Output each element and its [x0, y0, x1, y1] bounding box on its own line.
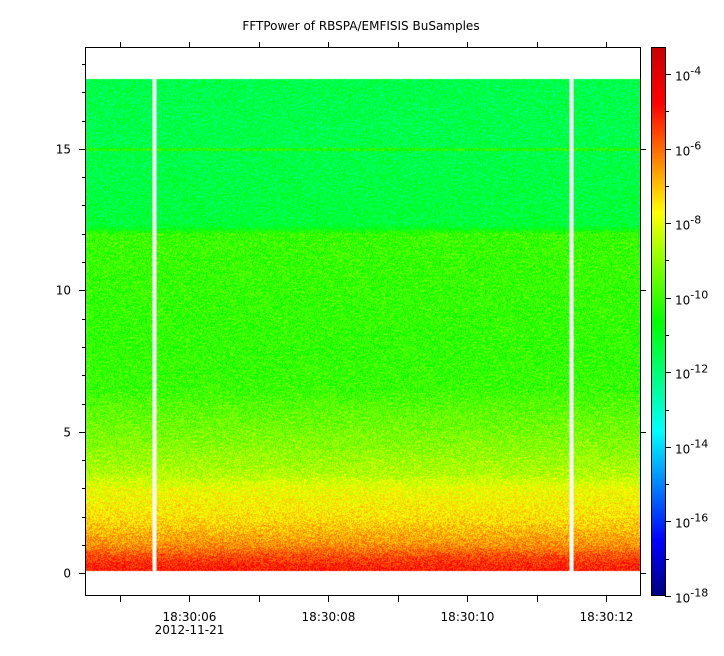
x-tick-label: 18:30:10 [441, 610, 495, 624]
x-tick-label: 18:30:06 [163, 610, 217, 624]
data-gap-0 [152, 77, 157, 572]
heatmap-container [85, 47, 641, 596]
colorbar-tick-label: 10-6 [675, 140, 701, 159]
colorbar-gradient [652, 48, 665, 596]
colorbar-tick-label: 10-14 [675, 438, 708, 457]
x-tick-label: 18:30:08 [302, 610, 356, 624]
x-tick-label: 18:30:12 [580, 610, 634, 624]
colorbar-tick-label: 10-18 [675, 587, 708, 606]
plot-frame [85, 47, 641, 596]
y-tick-label: 0 [63, 567, 71, 581]
y-tick-label: 15 [56, 143, 71, 157]
colorbar-container [652, 48, 665, 596]
colorbar-tick-label: 10-10 [675, 289, 708, 308]
colorbar-tick-label: 10-12 [675, 363, 708, 382]
y-axis: 0 5 10 15 [56, 64, 646, 581]
y-tick-label: 10 [56, 284, 71, 298]
colorbar-frame [651, 47, 666, 596]
colorbar-tick-label: 10-4 [675, 65, 701, 84]
y-tick-label: 5 [63, 426, 71, 440]
chart-title: FFTPower of RBSPA/EMFISIS BuSamples [242, 19, 479, 33]
data-gap-1 [569, 77, 574, 572]
colorbar-axis: 10-4 10-6 10-8 10-10 10-12 10-14 10-16 10-18 [665, 65, 708, 606]
data-gaps [152, 77, 574, 572]
colorbar-tick-label: 10-16 [675, 512, 708, 531]
spectrogram-heatmap [85, 47, 641, 596]
colorbar-tick-label: 10-8 [675, 214, 701, 233]
x-tick-date-label: 2012-11-21 [155, 623, 225, 637]
